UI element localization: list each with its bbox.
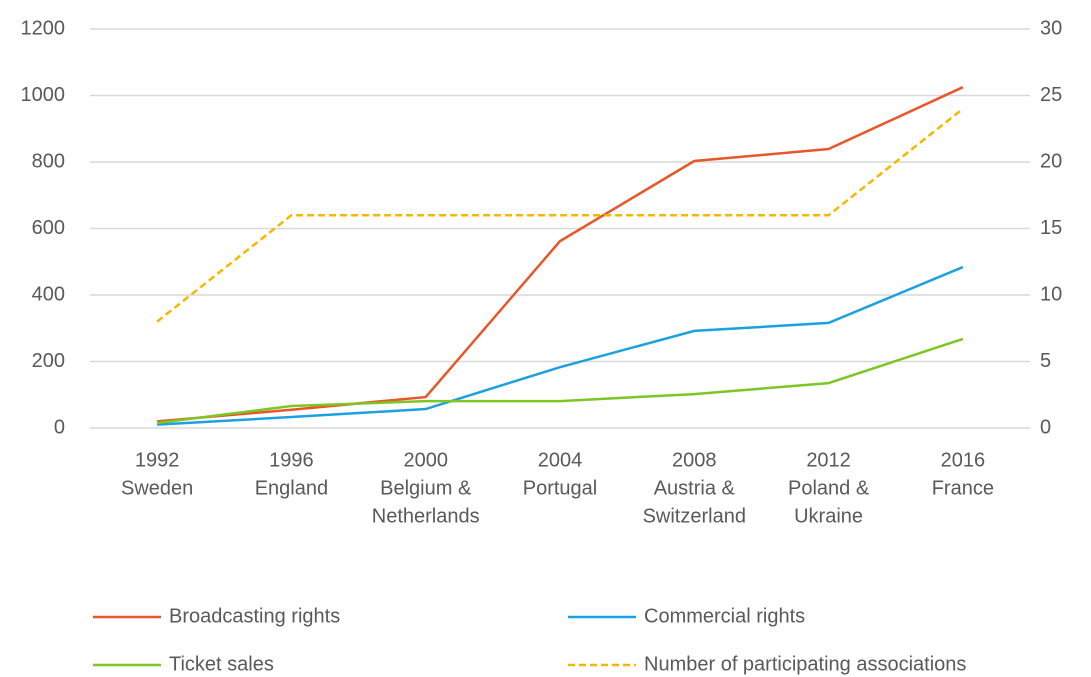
y-tick-label: 0 <box>54 416 65 438</box>
x-tick-label: 2008 <box>672 449 717 471</box>
x-tick-label: 2012 <box>806 449 851 471</box>
x-tick-label: Austria & <box>654 477 736 499</box>
x-tick-label: Ukraine <box>794 505 863 527</box>
legend-label: Number of participating associations <box>644 653 966 675</box>
x-tick-label: 2004 <box>538 449 583 471</box>
series-line <box>157 86 964 423</box>
y2-tick-label: 25 <box>1040 84 1062 106</box>
x-tick-label: 1996 <box>269 449 314 471</box>
y2-tick-label: 30 <box>1040 17 1062 39</box>
y-tick-label: 600 <box>32 217 65 239</box>
x-tick-label: England <box>255 477 328 499</box>
x-tick-label: Switzerland <box>643 505 746 527</box>
y2-tick-label: 5 <box>1040 350 1051 372</box>
x-tick-label: Sweden <box>121 477 193 499</box>
y-tick-label: 400 <box>32 283 65 305</box>
legend-label: Broadcasting rights <box>169 605 340 627</box>
x-tick-label: 1992 <box>135 449 180 471</box>
x-tick-label: Netherlands <box>372 505 480 527</box>
series-line <box>156 337 964 425</box>
x-tick-label: 2000 <box>403 449 448 471</box>
x-tick-label: France <box>932 477 994 499</box>
y-tick-label: 1000 <box>21 84 66 106</box>
x-tick-label: 2016 <box>941 449 986 471</box>
series-line <box>157 265 964 426</box>
y2-tick-label: 20 <box>1040 150 1062 172</box>
series-line <box>156 107 964 323</box>
x-tick-label: Portugal <box>523 477 598 499</box>
legend-label: Commercial rights <box>644 605 805 627</box>
y-tick-label: 200 <box>32 350 65 372</box>
y-tick-label: 1200 <box>21 17 66 39</box>
x-tick-label: Belgium & <box>380 477 472 499</box>
y2-tick-label: 0 <box>1040 416 1051 438</box>
x-tick-label: Poland & <box>788 477 870 499</box>
y2-tick-label: 15 <box>1040 217 1062 239</box>
y-tick-label: 800 <box>32 150 65 172</box>
y2-tick-label: 10 <box>1040 283 1062 305</box>
legend-label: Ticket sales <box>169 653 274 675</box>
